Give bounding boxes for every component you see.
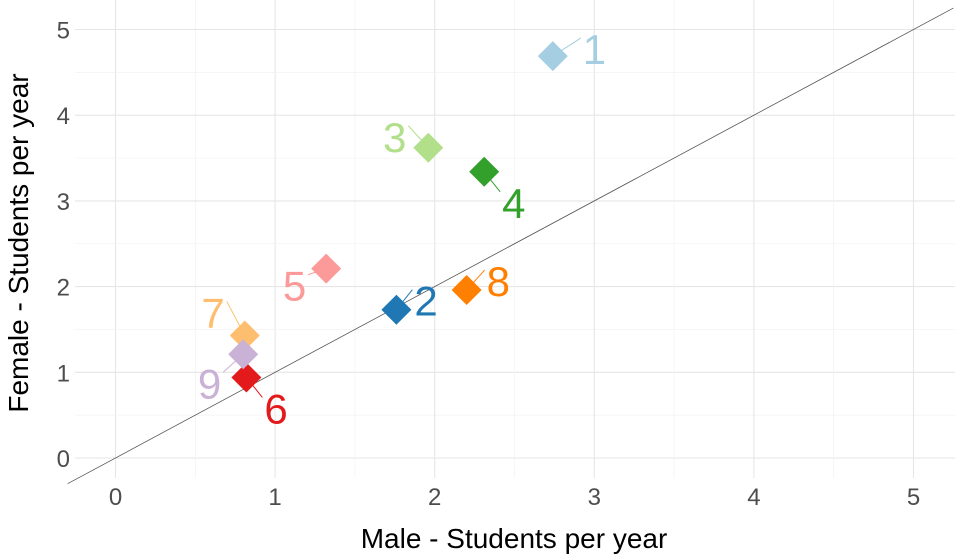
point-marker-7 — [229, 320, 260, 351]
point-label-6: 6 — [264, 385, 287, 432]
point-marker-4 — [469, 156, 500, 187]
x-tick-label: 1 — [268, 484, 281, 511]
point-labels: 1 2 3 4 5 6 7 8 9 — [198, 26, 606, 432]
point-label-8: 8 — [487, 258, 510, 305]
y-axis-title: Female - Students per year — [3, 73, 34, 412]
point-marker-3 — [413, 132, 444, 163]
x-tick-label: 4 — [747, 484, 760, 511]
y-tick-label: 3 — [57, 189, 70, 216]
point-marker-8 — [451, 275, 482, 306]
x-tick-label: 0 — [109, 484, 122, 511]
tick-labels: 0 1 2 3 4 5 0 1 2 3 4 5 — [57, 18, 921, 512]
point-marker-2 — [381, 294, 412, 325]
x-tick-label: 2 — [428, 484, 441, 511]
point-label-7: 7 — [201, 289, 224, 336]
y-tick-label: 0 — [57, 446, 70, 473]
point-label-5: 5 — [283, 263, 306, 310]
y-tick-label: 1 — [57, 360, 70, 387]
point-marker-1 — [537, 41, 568, 72]
point-label-4: 4 — [502, 180, 525, 227]
data-points — [228, 41, 568, 393]
y-tick-label: 2 — [57, 275, 70, 302]
reference-line — [67, 7, 954, 485]
x-axis-title: Male - Students per year — [361, 523, 668, 554]
point-label-3: 3 — [383, 114, 406, 161]
point-marker-5 — [311, 253, 342, 284]
y-tick-label: 4 — [57, 103, 70, 130]
point-marker-6 — [231, 362, 262, 393]
point-marker-9 — [228, 339, 259, 370]
point-label-1: 1 — [583, 26, 606, 73]
label-connectors — [222, 37, 582, 398]
x-tick-label: 5 — [907, 484, 920, 511]
grid — [75, 0, 955, 478]
x-tick-label: 3 — [588, 484, 601, 511]
y-tick-label: 5 — [57, 18, 70, 45]
point-label-9: 9 — [198, 360, 221, 407]
point-label-2: 2 — [414, 278, 437, 325]
